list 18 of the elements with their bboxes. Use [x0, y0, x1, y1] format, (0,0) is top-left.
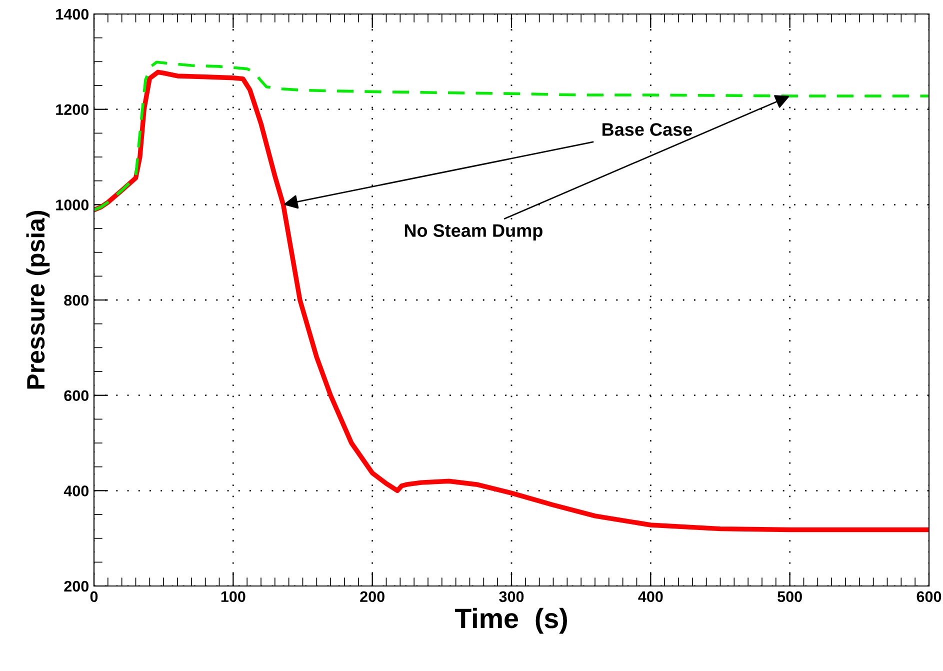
y-tick-label: 200	[64, 580, 89, 592]
y-axis-title: Pressure (psia)	[26, 210, 50, 389]
x-tick-label: 400	[638, 591, 663, 602]
annotation: Base Case	[602, 123, 692, 136]
y-tick-label: 1200	[56, 104, 89, 116]
y-tick-label: 1000	[56, 200, 89, 210]
y-tick-label: 800	[64, 294, 89, 306]
x-tick-label: 500	[778, 591, 802, 602]
y-tick-label: 600	[64, 390, 89, 402]
x-tick-label: 0	[90, 591, 98, 602]
y-tick-label: 400	[64, 486, 89, 496]
x-axis-title: Time (s)	[454, 608, 567, 634]
x-tick-label: 600	[916, 591, 942, 602]
y-tick-label: 1400	[56, 8, 89, 20]
x-tick-label: 100	[221, 591, 246, 602]
x-tick-label: 300	[499, 591, 524, 602]
annotation: No Steam Dump	[404, 224, 542, 241]
x-tick-label: 200	[360, 591, 384, 602]
